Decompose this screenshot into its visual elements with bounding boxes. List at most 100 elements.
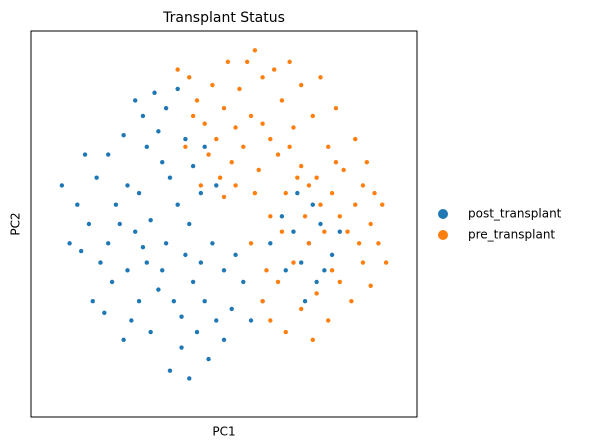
point [78, 248, 84, 254]
point [248, 241, 254, 246]
point [353, 202, 358, 207]
point [194, 329, 200, 335]
point [314, 291, 319, 296]
point [59, 183, 65, 188]
point [291, 125, 296, 130]
point [190, 113, 196, 119]
point [206, 152, 211, 157]
point [248, 318, 254, 323]
point [136, 299, 142, 304]
point [314, 175, 319, 180]
point [94, 175, 99, 180]
point [279, 229, 285, 234]
legend-marker [438, 209, 448, 219]
point [283, 268, 288, 273]
point [356, 241, 362, 246]
point [187, 75, 192, 80]
point [318, 221, 323, 227]
point [291, 260, 296, 265]
point [183, 252, 188, 258]
point [295, 175, 300, 180]
point [198, 190, 204, 196]
point [310, 202, 315, 207]
y-axis-label: PC2 [9, 212, 23, 235]
point [326, 144, 331, 149]
point [190, 279, 196, 285]
point [333, 106, 339, 111]
point [121, 337, 126, 342]
point [279, 214, 285, 219]
point [121, 133, 126, 138]
point [160, 268, 165, 273]
point [318, 75, 323, 80]
point [167, 368, 173, 373]
point [183, 136, 188, 142]
point [102, 310, 107, 315]
plot-frame [30, 30, 418, 418]
point [248, 113, 254, 119]
point [329, 190, 335, 196]
point [306, 183, 312, 188]
point [129, 318, 134, 323]
point [144, 260, 149, 265]
point [221, 337, 227, 342]
point [106, 241, 111, 246]
point [187, 221, 192, 227]
point [183, 144, 188, 149]
point [202, 299, 207, 304]
point [144, 144, 149, 149]
point [322, 268, 327, 273]
point [214, 318, 219, 323]
point [148, 217, 153, 223]
point [299, 82, 304, 88]
point [210, 82, 215, 88]
chart-title: Transplant Status [162, 10, 285, 26]
point [299, 306, 304, 312]
point [287, 144, 292, 149]
point [380, 202, 385, 207]
point [345, 229, 350, 234]
point [376, 241, 381, 246]
point [271, 67, 277, 72]
point [140, 244, 146, 250]
point [302, 214, 308, 219]
point [260, 121, 265, 126]
point [244, 59, 250, 65]
point [268, 136, 273, 142]
point [109, 279, 115, 285]
point [98, 260, 103, 265]
point [329, 252, 335, 258]
point [326, 318, 331, 323]
point [136, 190, 142, 196]
point [125, 268, 130, 273]
point [221, 106, 227, 111]
point [368, 283, 373, 288]
point [133, 98, 138, 103]
point [333, 160, 339, 165]
point [140, 113, 146, 119]
point [337, 214, 342, 219]
point [322, 229, 327, 234]
point [275, 152, 281, 157]
point [152, 90, 157, 95]
point [171, 299, 177, 304]
point [341, 167, 346, 173]
point [353, 136, 358, 142]
point [225, 59, 231, 65]
point [175, 202, 180, 207]
point [175, 67, 180, 72]
point [125, 183, 130, 188]
point [198, 260, 204, 265]
point [287, 59, 292, 65]
point [268, 214, 273, 219]
point [233, 183, 238, 188]
point [291, 229, 296, 234]
legend-marker [438, 230, 448, 240]
point [310, 113, 315, 119]
point [306, 241, 312, 246]
legend-label: post_transplant [468, 207, 562, 221]
point [210, 241, 215, 246]
point [349, 299, 354, 304]
point [329, 268, 335, 273]
